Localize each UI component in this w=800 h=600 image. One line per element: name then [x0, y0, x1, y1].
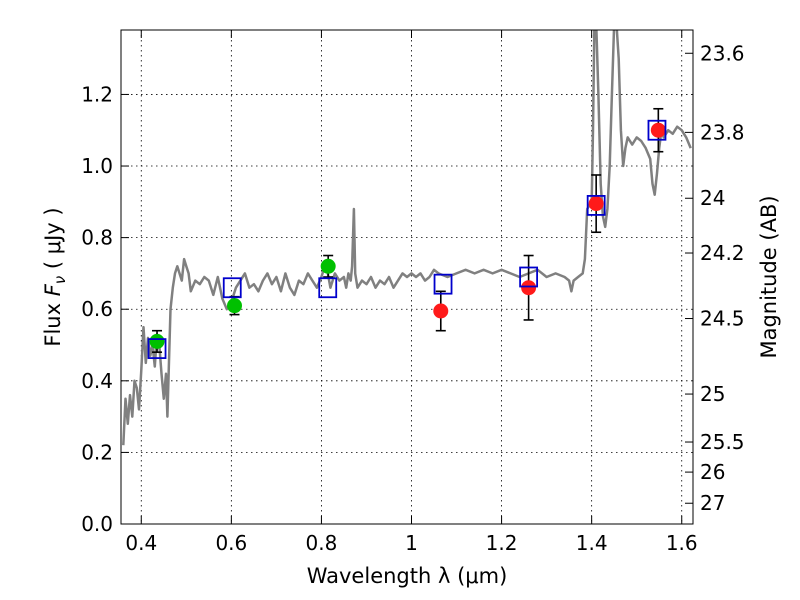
- grid-lines: [121, 30, 693, 525]
- observed-point: [226, 298, 242, 314]
- model-band-square: [519, 266, 539, 288]
- y-tick-label: 0.0: [81, 512, 113, 536]
- y-tick-label: 0.2: [81, 440, 113, 464]
- magnitude-tick-label: 23.6: [700, 41, 745, 65]
- observed-point: [149, 333, 165, 349]
- x-tick-label: 1: [405, 531, 418, 555]
- magnitude-axis-title: Magnitude (AB): [757, 195, 781, 358]
- observed-point: [650, 122, 666, 138]
- y-tick-label: 0.6: [81, 297, 113, 321]
- x-axis-ticks: 0.4 0.6 0.8 1 1.2 1.4 1.6: [125, 30, 698, 555]
- x-tick-label: 1.2: [486, 531, 518, 555]
- magnitude-tick-label: 23.8: [700, 120, 745, 144]
- model-band-square: [586, 195, 606, 216]
- y-axis-title-prefix: Flux: [41, 296, 65, 346]
- y-axis-title-subscript: ν: [51, 276, 69, 284]
- magnitude-tick-label: 27: [700, 491, 725, 515]
- observed-point: [433, 303, 449, 319]
- x-tick-label: 0.4: [125, 531, 157, 555]
- model-band-square: [647, 119, 667, 141]
- magnitude-tick-label: 24.5: [700, 307, 745, 331]
- y-axis-ticks: 0.0 0.2 0.4 0.6 0.8 1.0 1.2: [81, 82, 129, 536]
- observed-point: [588, 196, 604, 212]
- model-band-square: [433, 273, 453, 295]
- magnitude-tick-label: 24: [700, 186, 725, 210]
- observed-points: [149, 122, 666, 349]
- plot-area: [122, 30, 692, 446]
- magnitude-tick-label: 25.5: [700, 430, 745, 454]
- y-tick-label: 1.0: [81, 154, 113, 178]
- x-tick-label: 1.6: [666, 531, 698, 555]
- y-tick-label: 1.2: [81, 82, 113, 106]
- magnitude-tick-label: 26: [700, 460, 725, 484]
- observed-point: [320, 258, 336, 274]
- y-axis-title-suffix: ( μJy ): [41, 207, 65, 275]
- y-axis-title: Flux Fν ( μJy ): [41, 207, 69, 346]
- model-band-square: [318, 277, 338, 299]
- x-tick-label: 0.6: [215, 531, 247, 555]
- model-spectrum-line: [122, 30, 692, 446]
- y-axis-title-symbol: F: [41, 283, 65, 296]
- y-tick-label: 0.8: [81, 226, 113, 250]
- model-band-square: [147, 338, 167, 359]
- magnitude-axis-ticks: 23.6 23.8 24 24.2 24.5 25 25.5 26 27: [685, 41, 745, 515]
- model-band-squares: [147, 119, 667, 359]
- x-tick-label: 0.8: [306, 531, 338, 555]
- y-tick-label: 0.4: [81, 369, 113, 393]
- magnitude-tick-label: 24.2: [700, 241, 745, 265]
- magnitude-tick-label: 25: [700, 382, 725, 406]
- plot-frame: [120, 29, 694, 525]
- x-tick-label: 1.4: [576, 531, 608, 555]
- observed-point: [521, 280, 537, 296]
- model-band-square: [222, 277, 242, 299]
- x-axis-title: Wavelength λ (μm): [307, 564, 508, 588]
